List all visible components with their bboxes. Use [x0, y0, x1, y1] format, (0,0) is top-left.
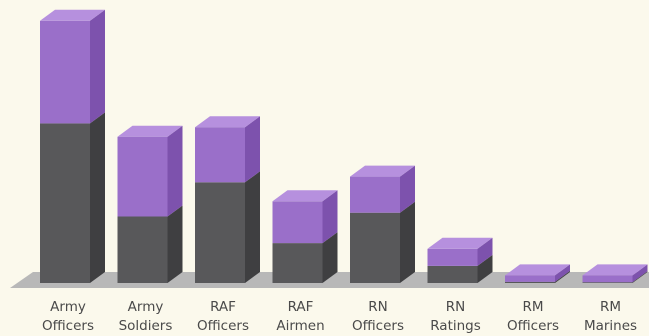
bar-segment-top	[195, 116, 260, 183]
category-label-line: Officers	[42, 318, 94, 334]
bar-segment-top	[272, 190, 338, 244]
category-label: Army Soldiers	[119, 299, 173, 334]
bar-segment-bottom-front	[117, 216, 168, 283]
bar-segment-bottom-side	[90, 112, 105, 284]
category-label-line: RN	[368, 299, 387, 315]
bar-top-cap	[272, 190, 338, 202]
bar-segment-top-front	[195, 127, 245, 183]
bar-segment-top	[350, 165, 415, 213]
bar-segment-top-front	[505, 275, 555, 282]
category-label-line: RM	[600, 299, 621, 315]
bar-segment-bottom-front	[195, 182, 245, 283]
category-label: RM Officers	[507, 299, 559, 334]
bar-segment-top	[582, 264, 648, 283]
bar-top-cap	[582, 264, 648, 276]
category-label: RAF Airmen	[276, 299, 324, 334]
category-label-line: Officers	[507, 318, 559, 334]
category-label-line: Army	[128, 299, 164, 315]
bar-segment-bottom-front	[427, 265, 478, 283]
bar-segment-top-side	[90, 9, 105, 124]
bar-top-cap	[505, 264, 570, 276]
bar-segment-bottom-front	[582, 282, 633, 283]
bar-segment-bottom	[582, 271, 648, 283]
bar-top-cap	[350, 165, 415, 177]
category-label-line: Soldiers	[119, 318, 173, 334]
bar-segment-top-side	[555, 264, 570, 282]
bar-segment-bottom-front	[40, 123, 90, 284]
bar-segment-top-front	[117, 136, 168, 217]
bar-segment-bottom	[350, 201, 415, 283]
bar-segment-bottom	[195, 171, 260, 283]
bar-segment-top-front	[40, 20, 90, 124]
bar-segment-top-front	[350, 176, 400, 213]
category-label-line: RAF	[288, 299, 314, 315]
category-label: RAF Officers	[197, 299, 249, 334]
bar-segment-bottom-side	[477, 254, 493, 283]
category-label: RM Marines	[584, 299, 637, 334]
bar-segment-top-side	[167, 125, 183, 217]
bar-segment-bottom	[505, 270, 570, 283]
bar-segment-top-side	[477, 237, 493, 266]
bar-segment-bottom	[272, 232, 338, 283]
bar-segment-top-side	[400, 165, 415, 213]
bar-segment-bottom-side	[322, 232, 338, 283]
bar-top-cap	[195, 116, 260, 128]
category-label-line: Airmen	[276, 318, 324, 334]
bar-segment-bottom	[427, 254, 493, 283]
category-label: Army Officers	[42, 299, 94, 334]
bar-segment-top-front	[427, 248, 478, 266]
bar-segment-bottom-front	[350, 212, 400, 283]
bar-segment-bottom-side	[245, 171, 260, 283]
bar-segment-bottom	[117, 205, 183, 283]
category-label: RN Officers	[352, 299, 404, 334]
category-label-line: Marines	[584, 318, 637, 334]
bar-top-cap	[117, 125, 183, 137]
bar-segment-bottom-front	[505, 281, 555, 283]
bar-segment-top-side	[322, 190, 338, 244]
bar-segment-bottom-side	[167, 205, 183, 283]
category-label-line: Officers	[197, 318, 249, 334]
category-label-line: Officers	[352, 318, 404, 334]
bar-segment-bottom-front	[272, 243, 323, 283]
bar-segment-top	[40, 9, 105, 124]
category-labels: Army Officers Army Soldiers RAF Officers RAF Ai…	[42, 299, 637, 334]
bar-segment-bottom	[40, 112, 105, 284]
bar-segment-top	[427, 237, 493, 266]
bar-segment-top-side	[632, 264, 648, 283]
category-label-line: RAF	[210, 299, 236, 315]
bar-top-cap	[427, 237, 493, 249]
bar-top-cap	[40, 9, 105, 21]
category-label-line: RM	[522, 299, 543, 315]
bars	[40, 9, 648, 284]
bar-segment-top-front	[582, 275, 633, 283]
category-label-line: Army	[50, 299, 86, 315]
bar-segment-bottom-side	[632, 271, 648, 283]
bar-segment-bottom-side	[555, 270, 570, 283]
category-label-line: Ratings	[430, 318, 481, 334]
bar-segment-top	[117, 125, 183, 217]
bar-segment-bottom-side	[400, 201, 415, 283]
bar-segment-top	[505, 264, 570, 282]
category-label-line: RN	[446, 299, 465, 315]
category-label: RN Ratings	[430, 299, 481, 334]
bar-segment-top-front	[272, 201, 323, 244]
bar-segment-top-side	[245, 116, 260, 183]
